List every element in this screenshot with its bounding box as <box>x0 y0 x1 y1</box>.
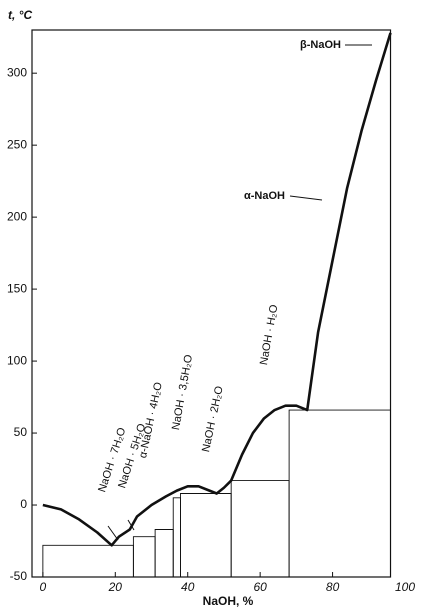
phase-box <box>180 493 232 577</box>
leader-line <box>289 195 323 201</box>
phase-label: NaOH · H₂O <box>258 303 281 366</box>
leader-line <box>127 519 135 531</box>
phase-label: β-NaOH <box>300 39 341 51</box>
phase-box <box>172 497 181 577</box>
phase-label: α-NaOH · 4H₂O <box>137 381 165 459</box>
y-tick-label: 250 <box>7 137 27 151</box>
y-tick-label: 150 <box>7 281 27 295</box>
phase-label: α-NaOH <box>244 190 285 202</box>
x-axis-label: NaOH, % <box>203 594 254 608</box>
y-tick-label: 100 <box>7 353 27 367</box>
x-tick-label: 100 <box>395 580 415 594</box>
phase-box <box>154 529 174 577</box>
leader-line <box>107 525 119 541</box>
y-axis-label: t, °C <box>8 8 32 22</box>
y-tick-label: 300 <box>7 65 27 79</box>
liquidus-curve <box>42 32 392 547</box>
x-tick-label: 40 <box>181 580 195 594</box>
phase-label: NaOH · 2H₂O <box>200 385 226 454</box>
phase-label: NaOH · 3,5H₂O <box>170 353 195 431</box>
x-tick-label: 0 <box>40 580 47 594</box>
y-tick-label: 50 <box>14 425 28 439</box>
phase-box <box>288 409 391 577</box>
x-tick-label: 60 <box>253 580 267 594</box>
y-tick-label: 0 <box>20 497 27 511</box>
y-tick-label: 200 <box>7 209 27 223</box>
x-tick-label: 20 <box>108 580 123 594</box>
plot-frame <box>31 29 392 578</box>
phase-box <box>42 544 134 577</box>
x-tick-label: 80 <box>326 580 340 594</box>
phase-box <box>132 536 156 577</box>
y-tick-label: -50 <box>10 569 28 583</box>
phase-box <box>230 480 290 577</box>
